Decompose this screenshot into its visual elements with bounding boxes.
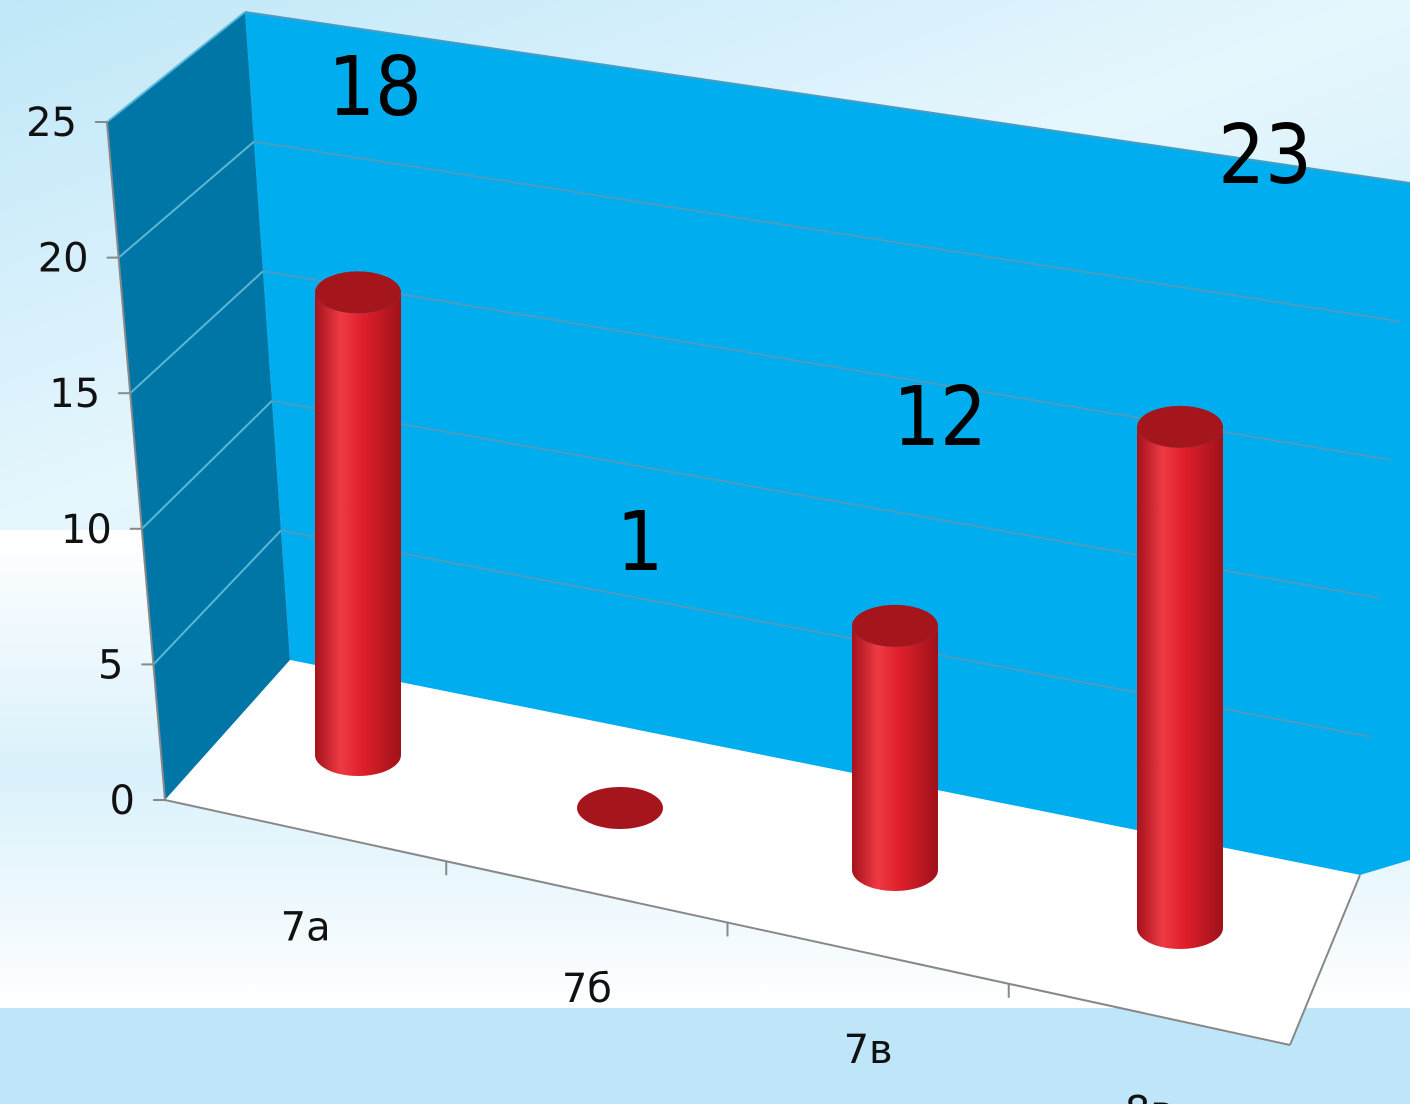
side-wall (107, 12, 290, 800)
floor-edge (1289, 874, 1361, 1046)
x-tick-labels: 7а 7б 7в 8в (281, 905, 1174, 1104)
bar-body (1137, 426, 1223, 950)
floor (165, 660, 1360, 1045)
y-tick-label: 20 (38, 236, 89, 282)
y-tick-labels: 0 5 10 15 20 25 (26, 100, 135, 824)
bar-top (1137, 405, 1223, 448)
bar-body (852, 625, 938, 891)
side-gridline (129, 270, 264, 394)
x-tick-label: 7б (562, 966, 612, 1012)
back-gridline (244, 11, 1410, 184)
y-tick-label: 0 (110, 778, 135, 824)
back-gridline (253, 140, 1401, 323)
side-gridline (117, 140, 255, 259)
data-labels: 18 1 12 23 (328, 40, 1312, 590)
y-tick-label: 10 (61, 507, 112, 553)
bar-8в (1137, 405, 1223, 950)
data-label: 12 (893, 370, 987, 465)
data-label: 23 (1218, 108, 1312, 203)
y-tick-label: 5 (98, 642, 123, 688)
bar-body (315, 292, 401, 776)
back-wall (245, 12, 1410, 875)
background-bottom (0, 1008, 1410, 1104)
side-gridline (152, 529, 282, 666)
side-gridline (106, 11, 246, 123)
bar-7в (852, 604, 938, 891)
data-label: 1 (617, 495, 664, 590)
side-gridline (141, 400, 273, 530)
bar-top (852, 604, 938, 647)
bar-top (315, 271, 401, 314)
x-tick-label: 7в (844, 1027, 893, 1073)
axes (95, 121, 1361, 1046)
bars (315, 271, 1223, 950)
x-tick-label: 7а (281, 905, 331, 951)
bar-7б (577, 787, 663, 829)
y-tick-label: 25 (26, 100, 77, 146)
x-tick-label: 8в (1125, 1088, 1174, 1104)
y-tick-label: 15 (49, 371, 100, 417)
bar-7а (315, 271, 401, 776)
bar-top (577, 787, 663, 829)
gridlines (106, 11, 1410, 738)
y-axis-line (106, 121, 166, 801)
data-label: 18 (328, 40, 422, 135)
